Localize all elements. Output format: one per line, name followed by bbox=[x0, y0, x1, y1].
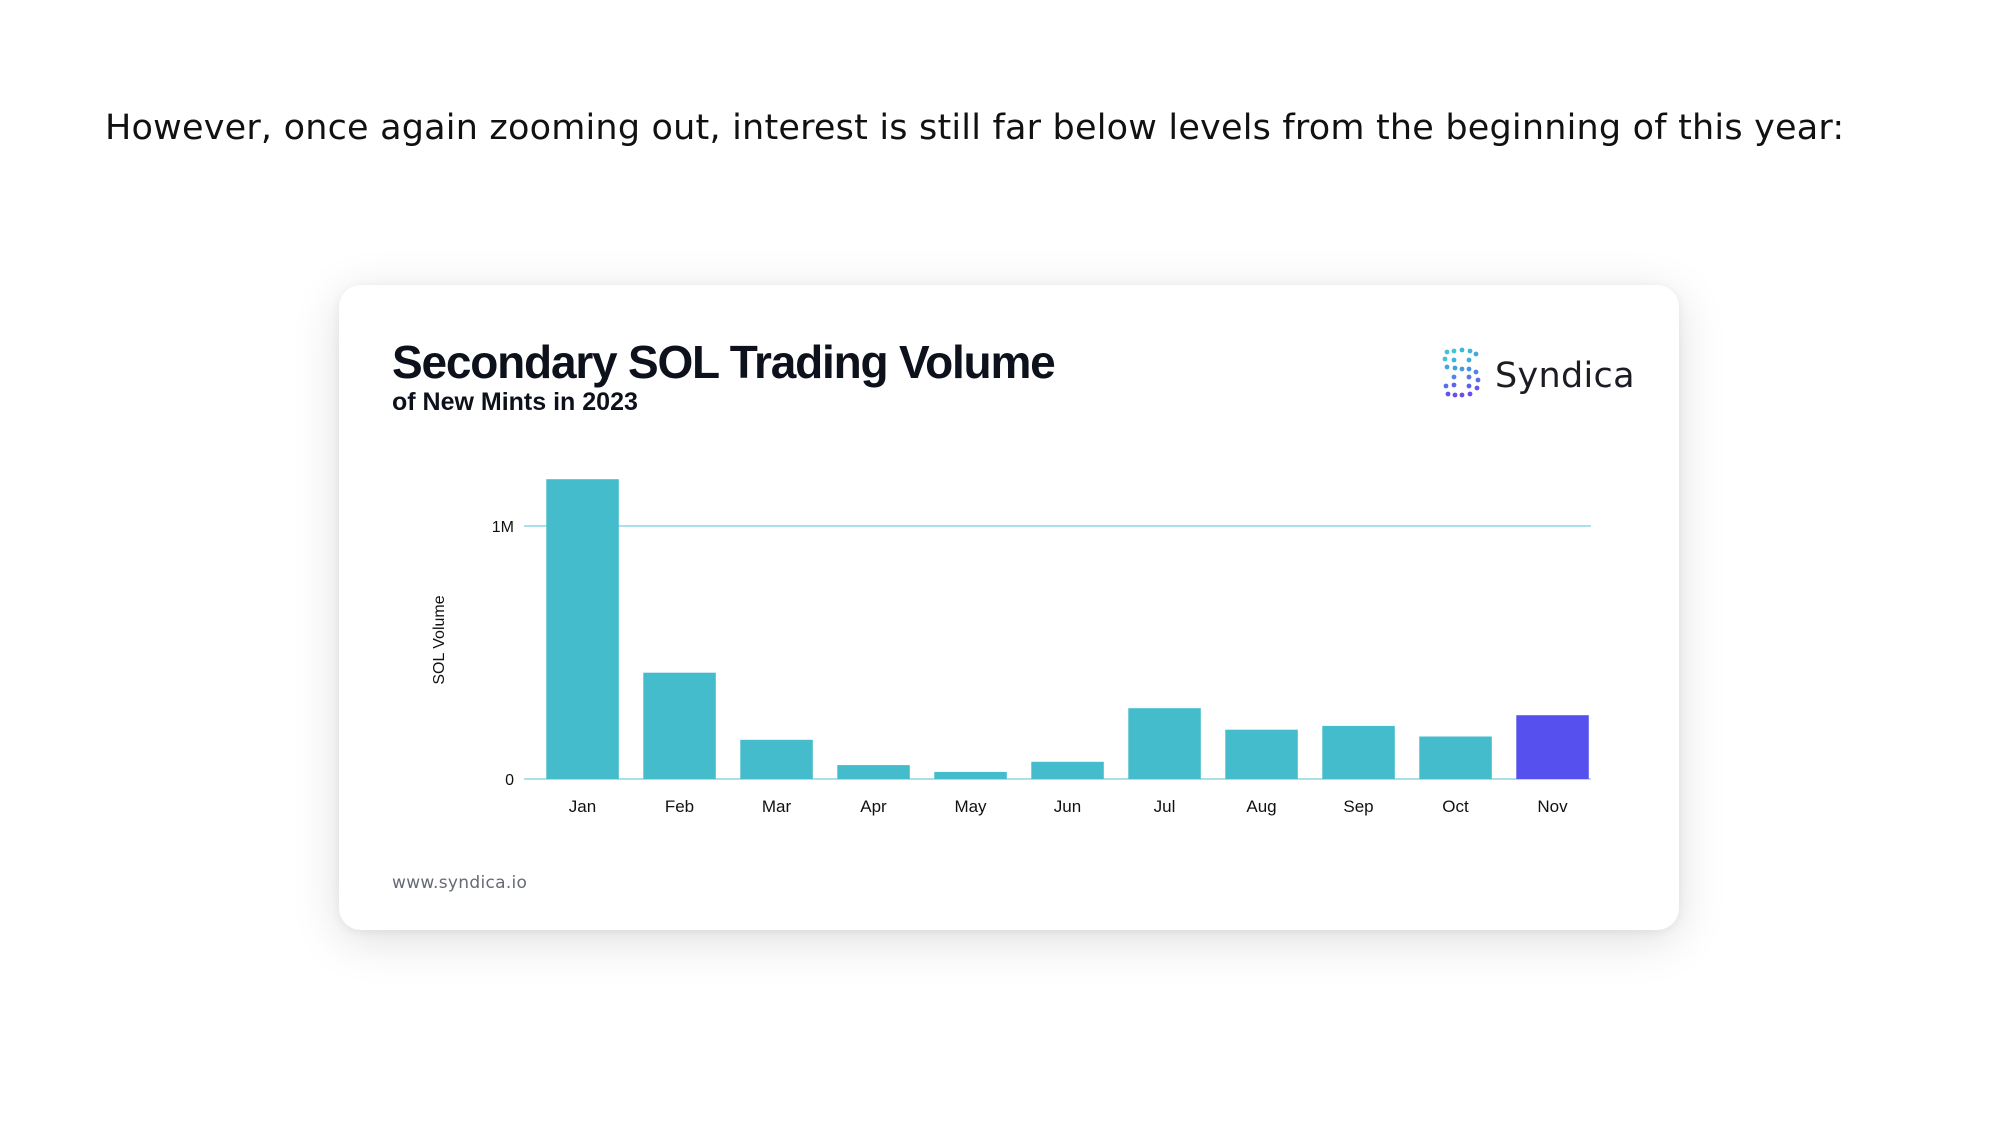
bar-jun bbox=[1031, 761, 1104, 779]
bar-nov bbox=[1516, 715, 1589, 779]
tick-labels-layer: 0 1M Jan Feb Mar Apr May Jun Jul Aug Sep Oct Nov bbox=[492, 519, 1568, 816]
bar-apr bbox=[837, 765, 910, 779]
x-tick-label-jul: Jul bbox=[1154, 797, 1176, 816]
x-tick-label-aug: Aug bbox=[1246, 797, 1276, 816]
x-tick-label-mar: Mar bbox=[762, 797, 792, 816]
bar-chart: 0 1M Jan Feb Mar Apr May Jun Jul Aug Sep Oct Nov SOL… bbox=[431, 479, 1591, 816]
x-tick-label-nov: Nov bbox=[1537, 797, 1568, 816]
syndica-logo-icon bbox=[1441, 347, 1483, 404]
chart-card: Secondary SOL Trading Volume of New Mint… bbox=[339, 285, 1679, 930]
bar-sep bbox=[1322, 725, 1395, 779]
bar-aug bbox=[1225, 729, 1298, 779]
x-tick-label-oct: Oct bbox=[1442, 797, 1469, 816]
footer-url: www.syndica.io bbox=[392, 873, 528, 893]
bars-layer bbox=[546, 479, 1589, 779]
x-tick-label-jun: Jun bbox=[1054, 797, 1081, 816]
x-tick-label-may: May bbox=[954, 797, 987, 816]
bar-feb bbox=[643, 672, 716, 779]
bar-jan bbox=[546, 479, 619, 779]
bar-jul bbox=[1128, 708, 1201, 779]
x-tick-label-sep: Sep bbox=[1343, 797, 1373, 816]
bar-oct bbox=[1419, 736, 1492, 779]
y-axis-label: SOL Volume bbox=[431, 595, 448, 684]
x-tick-label-feb: Feb bbox=[665, 797, 694, 816]
chart-title: Secondary SOL Trading Volume bbox=[392, 336, 1056, 388]
chart-subtitle: of New Mints in 2023 bbox=[392, 388, 638, 416]
x-tick-label-apr: Apr bbox=[860, 797, 887, 816]
intro-text: However, once again zooming out, interes… bbox=[105, 108, 1845, 148]
y-tick-label: 0 bbox=[505, 772, 514, 789]
bar-mar bbox=[740, 739, 813, 779]
bar-may bbox=[934, 771, 1007, 779]
brand-logo: Syndica bbox=[1441, 347, 1635, 404]
y-tick-label: 1M bbox=[492, 519, 514, 536]
brand-name: Syndica bbox=[1495, 355, 1635, 396]
x-tick-label-jan: Jan bbox=[569, 797, 596, 816]
